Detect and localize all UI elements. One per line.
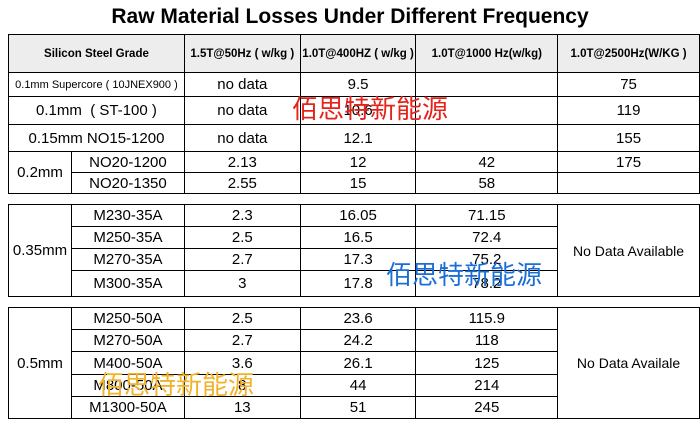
value-cell: 58	[415, 172, 559, 194]
header-c4: 1.0T@2500Hz(W/KG )	[557, 34, 700, 73]
table-row: M800-50A 8 44 214	[9, 374, 700, 397]
header-row: Silicon Steel Grade 1.5T@50Hz ( w/kg ) 1…	[8, 34, 700, 73]
value-cell: 75.2	[415, 248, 559, 271]
grade-cell: M270-50A	[70, 329, 185, 352]
value-cell: 2.55	[183, 172, 301, 194]
value-cell: no data	[183, 124, 301, 152]
table-row: 0.15mm NO15-1200 no data 12.1 155	[8, 124, 700, 152]
table-row: 0.1mm Supercore ( 10JNEX900 ) no data 9.…	[8, 72, 700, 97]
header-c3: 1.0T@1000 Hz(w/kg)	[415, 34, 559, 73]
grade-cell: 0.1mm ( ST-100 )	[8, 96, 185, 125]
header-c1: 1.5T@50Hz ( w/kg )	[183, 34, 301, 73]
value-cell: 23.6	[299, 307, 417, 330]
table-row: M400-50A 3.6 26.1 125	[9, 351, 700, 375]
grade-cell: M800-50A	[70, 374, 185, 397]
table-row: NO20-1350 2.55 15 58	[9, 172, 700, 194]
grade-cell: M1300-50A	[70, 396, 185, 419]
value-cell: 12.1	[299, 124, 417, 152]
spacer-row	[8, 296, 700, 308]
value-cell: 12	[299, 151, 417, 173]
value-cell	[415, 124, 559, 152]
value-cell: 8	[183, 374, 301, 397]
value-cell: 2.7	[183, 248, 301, 271]
grade-cell: NO20-1350	[70, 172, 185, 194]
value-cell: 2.13	[183, 151, 301, 173]
value-cell: 118	[415, 329, 559, 352]
value-cell: 2.7	[183, 329, 301, 352]
value-cell: 51	[299, 396, 417, 419]
header-grade: Silicon Steel Grade	[8, 34, 185, 73]
value-cell: 9.5	[299, 72, 417, 97]
value-cell: 214	[415, 374, 559, 397]
spacer-row	[8, 193, 700, 205]
value-cell: 15	[299, 172, 417, 194]
grade-cell: 0.15mm NO15-1200	[8, 124, 185, 152]
grade-cell: M250-50A	[70, 307, 185, 330]
value-cell: 125	[415, 351, 559, 375]
grade-cell: M300-35A	[70, 270, 185, 297]
grade-cell: 0.1mm Supercore ( 10JNEX900 )	[8, 72, 185, 97]
thickness-cell: 0.2mm	[8, 151, 72, 194]
value-cell: 2.3	[183, 204, 301, 227]
value-cell: 16.05	[299, 204, 417, 227]
grade-cell: M270-35A	[70, 248, 185, 271]
value-cell: 10.6	[299, 96, 417, 125]
page-title: Raw Material Losses Under Different Freq…	[111, 5, 589, 28]
value-cell: 3	[183, 270, 301, 297]
value-cell: 78.2	[415, 270, 559, 297]
table-row: 0.5mm M250-50A 2.5 23.6 115.9 No Data Av…	[8, 307, 700, 419]
no-data-cell: No Data Availale	[557, 307, 700, 419]
value-cell: 3.6	[183, 351, 301, 375]
value-cell: 175	[557, 151, 700, 173]
grade-cell: M250-35A	[70, 226, 185, 249]
grade-cell: M400-50A	[70, 351, 185, 375]
value-cell: no data	[183, 72, 301, 97]
value-cell: 75	[557, 72, 700, 97]
table-row: M300-35A 3 17.8 78.2	[9, 270, 700, 297]
value-cell	[415, 72, 559, 97]
header-c2: 1.0T@400HZ ( w/kg )	[299, 34, 417, 73]
value-cell: 155	[557, 124, 700, 152]
value-cell: 245	[415, 396, 559, 419]
no-data-cell: No Data Available	[557, 204, 700, 297]
value-cell: 24.2	[299, 329, 417, 352]
thickness-cell: 0.35mm	[8, 204, 72, 297]
value-cell: 72.4	[415, 226, 559, 249]
thickness-cell: 0.5mm	[8, 307, 72, 419]
table-row: 0.1mm ( ST-100 ) no data 10.6 119	[8, 96, 700, 125]
value-cell: 2.5	[183, 307, 301, 330]
value-cell: 71.15	[415, 204, 559, 227]
value-cell	[415, 96, 559, 125]
value-cell: 17.3	[299, 248, 417, 271]
value-cell: 16.5	[299, 226, 417, 249]
value-cell: 42	[415, 151, 559, 173]
value-cell: no data	[183, 96, 301, 125]
loss-table: Silicon Steel Grade 1.5T@50Hz ( w/kg ) 1…	[8, 34, 700, 419]
value-cell: 44	[299, 374, 417, 397]
value-cell: 17.8	[299, 270, 417, 297]
value-cell: 13	[183, 396, 301, 419]
grade-cell: M230-35A	[70, 204, 185, 227]
value-cell: 119	[557, 96, 700, 125]
table-row: 0.2mm NO20-1200 2.13 12 42 175	[8, 151, 700, 194]
table-row: 0.35mm M230-35A 2.3 16.05 71.15 No Data …	[8, 204, 700, 297]
grade-cell: NO20-1200	[70, 151, 185, 173]
value-cell: 115.9	[415, 307, 559, 330]
value-cell: 2.5	[183, 226, 301, 249]
value-cell	[557, 172, 700, 194]
value-cell: 26.1	[299, 351, 417, 375]
table-row: M1300-50A 13 51 245	[9, 396, 700, 419]
